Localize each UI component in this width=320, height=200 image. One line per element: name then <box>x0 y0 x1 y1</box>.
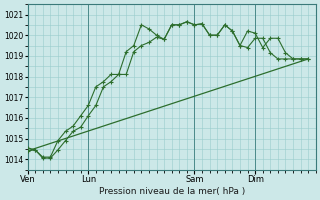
X-axis label: Pression niveau de la mer( hPa ): Pression niveau de la mer( hPa ) <box>99 187 245 196</box>
